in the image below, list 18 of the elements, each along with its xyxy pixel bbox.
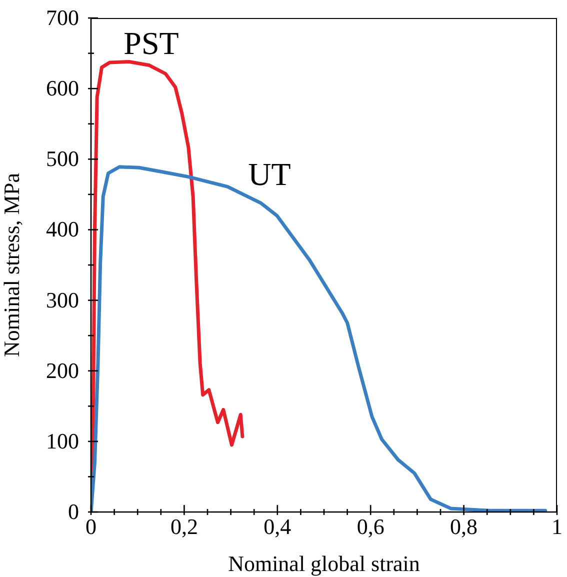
y-tick-label: 600 bbox=[46, 76, 79, 101]
line-series bbox=[91, 165, 548, 512]
x-tick-label: 0,2 bbox=[170, 514, 198, 539]
x-tick-label: 0,4 bbox=[264, 514, 292, 539]
x-tick-label: 0,6 bbox=[356, 514, 384, 539]
x-axis-title: Nominal global strain bbox=[228, 551, 420, 576]
y-axis-title: Nominal stress, MPa bbox=[0, 172, 24, 357]
y-tick-label: 700 bbox=[46, 5, 79, 30]
y-tick-label: 300 bbox=[46, 287, 79, 312]
series-label: PST bbox=[124, 24, 180, 61]
series-label: UT bbox=[248, 156, 292, 192]
x-tick-label: 0 bbox=[86, 514, 96, 539]
y-tick-label: 200 bbox=[46, 358, 79, 383]
x-tick-label: 0,8 bbox=[450, 514, 478, 539]
y-tick-label: 500 bbox=[46, 146, 79, 172]
y-tick-label: 100 bbox=[46, 428, 79, 454]
x-tick-label: 1 bbox=[552, 514, 562, 539]
y-tick-label: 400 bbox=[46, 216, 79, 242]
